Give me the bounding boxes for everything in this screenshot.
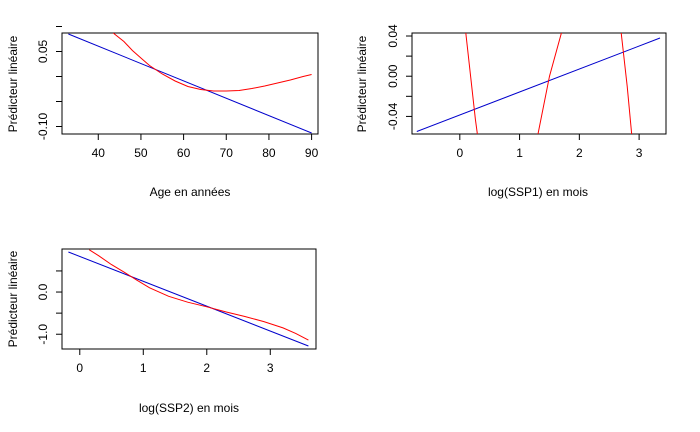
plot-frame bbox=[411, 32, 667, 135]
series bbox=[68, 33, 312, 134]
x-tick-label: 2 bbox=[203, 361, 210, 375]
y-tick-label: -1.0 bbox=[36, 324, 50, 345]
y-tick-label: -0.04 bbox=[386, 102, 400, 130]
series bbox=[416, 33, 661, 134]
smooth-curve-line bbox=[465, 33, 478, 134]
plot-frame bbox=[61, 32, 319, 135]
panel-age: 0.05 -0.10 40 50 60 70 80 90 Age en années Pré… bbox=[6, 26, 319, 199]
y-tick-label: 0.0 bbox=[36, 283, 50, 300]
x-ticks: 40 50 60 70 80 90 bbox=[92, 134, 319, 160]
smooth-curve-line bbox=[537, 33, 562, 134]
panel-ssp2: 0.0 -1.0 0 1 2 3 log(SSP2) en mois Prédicteu… bbox=[6, 248, 317, 415]
x-tick-label: 1 bbox=[516, 146, 523, 160]
x-ticks: 0 1 2 3 bbox=[76, 349, 274, 375]
x-tick-label: 1 bbox=[140, 361, 147, 375]
x-tick-label: 2 bbox=[576, 146, 583, 160]
linear-fit-line bbox=[68, 33, 312, 134]
y-axis-label: Prédicteur linéaire bbox=[355, 35, 369, 132]
x-tick-label: 40 bbox=[92, 146, 106, 160]
y-tick-label: 0.00 bbox=[386, 64, 400, 88]
x-tick-label: 50 bbox=[134, 146, 148, 160]
plot-frame bbox=[61, 248, 317, 350]
smooth-curve-line bbox=[112, 33, 312, 92]
y-tick-label: 0.05 bbox=[36, 39, 50, 63]
x-tick-label: 3 bbox=[636, 146, 643, 160]
panel-ssp1: 0.04 0.00 -0.04 0 1 2 3 log(SSP1) en mois Pré… bbox=[355, 24, 667, 199]
x-tick-label: 60 bbox=[177, 146, 191, 160]
x-tick-label: 0 bbox=[456, 146, 463, 160]
smooth-curve-line bbox=[89, 249, 309, 341]
x-tick-label: 90 bbox=[305, 146, 319, 160]
y-ticks: 0.04 0.00 -0.04 bbox=[386, 24, 412, 130]
x-tick-label: 70 bbox=[220, 146, 234, 160]
y-tick-label: -0.10 bbox=[36, 113, 50, 141]
y-ticks: 0.05 -0.10 bbox=[36, 26, 62, 141]
x-axis-label: log(SSP2) en mois bbox=[139, 401, 239, 415]
linear-fit-line bbox=[68, 251, 309, 347]
x-axis-label: Age en années bbox=[150, 185, 231, 199]
x-axis-label: log(SSP1) en mois bbox=[488, 185, 588, 199]
smooth-curve-line bbox=[620, 33, 633, 134]
x-tick-label: 3 bbox=[267, 361, 274, 375]
y-ticks: 0.0 -1.0 bbox=[36, 270, 62, 345]
y-tick-label: 0.04 bbox=[386, 24, 400, 48]
series bbox=[68, 249, 309, 347]
y-axis-label: Prédicteur linéaire bbox=[6, 250, 20, 347]
x-tick-label: 80 bbox=[262, 146, 276, 160]
y-axis-label: Prédicteur linéaire bbox=[6, 35, 20, 132]
x-ticks: 0 1 2 3 bbox=[456, 134, 643, 160]
x-tick-label: 0 bbox=[76, 361, 83, 375]
linear-fit-line bbox=[416, 37, 661, 132]
